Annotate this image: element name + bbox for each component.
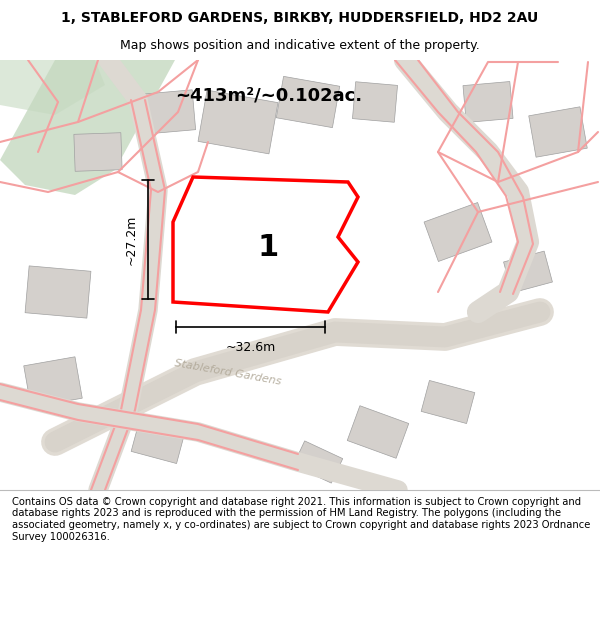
Bar [198, 90, 278, 154]
Bar [140, 90, 196, 134]
Text: ~32.6m: ~32.6m [226, 341, 275, 354]
Bar [421, 381, 475, 424]
Text: Contains OS data © Crown copyright and database right 2021. This information is : Contains OS data © Crown copyright and d… [12, 497, 590, 541]
Polygon shape [173, 177, 358, 312]
Bar [227, 182, 319, 262]
Bar [131, 421, 185, 464]
Polygon shape [0, 60, 175, 195]
Bar [463, 81, 513, 122]
Bar [424, 202, 492, 261]
Bar [347, 406, 409, 458]
Text: Map shows position and indicative extent of the property.: Map shows position and indicative extent… [120, 39, 480, 51]
Text: ~413m²/~0.102ac.: ~413m²/~0.102ac. [175, 86, 362, 104]
Text: 1, STABLEFORD GARDENS, BIRKBY, HUDDERSFIELD, HD2 2AU: 1, STABLEFORD GARDENS, BIRKBY, HUDDERSFI… [61, 11, 539, 25]
Bar [529, 107, 587, 158]
Text: ~27.2m: ~27.2m [125, 214, 138, 265]
Bar [293, 441, 343, 483]
Bar [74, 132, 122, 171]
Bar [24, 357, 82, 408]
Bar [352, 82, 398, 122]
Text: 1: 1 [257, 232, 278, 261]
Bar [503, 251, 553, 293]
Bar [276, 76, 340, 128]
Polygon shape [0, 60, 105, 115]
Text: Stableford Gardens: Stableford Gardens [174, 357, 282, 386]
Bar [25, 266, 91, 318]
